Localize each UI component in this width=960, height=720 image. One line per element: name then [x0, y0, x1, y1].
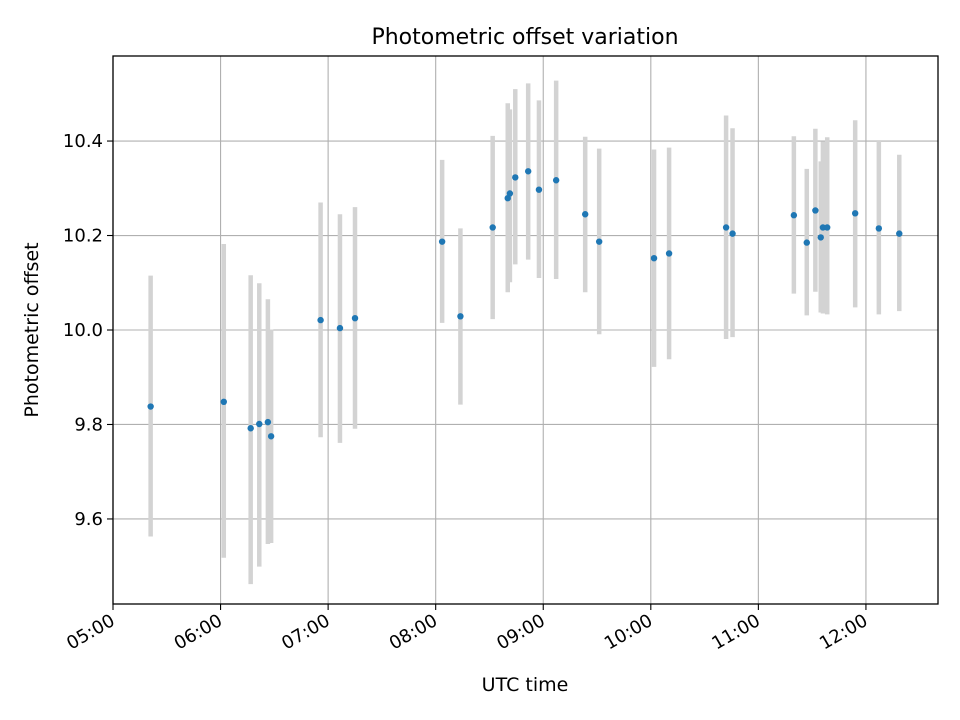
data-point [256, 420, 263, 428]
y-tick-label: 10.2 [63, 226, 103, 247]
data-point [267, 433, 275, 440]
y-tick-label: 10.4 [63, 131, 103, 152]
data-point [650, 254, 658, 262]
data-point [524, 168, 532, 175]
data-point [803, 239, 810, 246]
data-point [438, 238, 446, 245]
data-point [896, 230, 903, 237]
data-point [264, 418, 272, 426]
data-point [790, 212, 798, 219]
y-tick-label: 9.8 [74, 414, 103, 435]
data-point [247, 425, 254, 432]
x-axis-label: UTC time [482, 674, 569, 696]
chart-title: Photometric offset variation [371, 25, 678, 50]
data-point [581, 211, 589, 218]
data-point [506, 190, 514, 197]
data-point [336, 324, 344, 332]
data-point [665, 250, 673, 257]
data-point [875, 225, 883, 232]
data-point [851, 210, 859, 217]
data-points [147, 168, 903, 440]
data-point [824, 224, 831, 231]
y-tick-label: 9.6 [74, 509, 103, 530]
data-point [457, 313, 464, 320]
data-point [220, 398, 227, 406]
data-point [729, 230, 736, 237]
y-tick-label: 10.0 [63, 320, 103, 341]
data-point [535, 186, 543, 193]
data-point [817, 234, 824, 241]
data-point [595, 238, 603, 245]
data-point [489, 224, 496, 231]
data-point [317, 316, 324, 324]
data-point [722, 224, 730, 231]
data-point [147, 403, 154, 410]
data-point [512, 174, 519, 181]
data-point [552, 177, 560, 184]
y-axis: 9.6 9.8 10.0 10.2 10.4 [63, 131, 113, 530]
y-axis-label: Photometric offset [21, 242, 43, 417]
data-point [812, 207, 819, 214]
data-point [351, 314, 359, 322]
